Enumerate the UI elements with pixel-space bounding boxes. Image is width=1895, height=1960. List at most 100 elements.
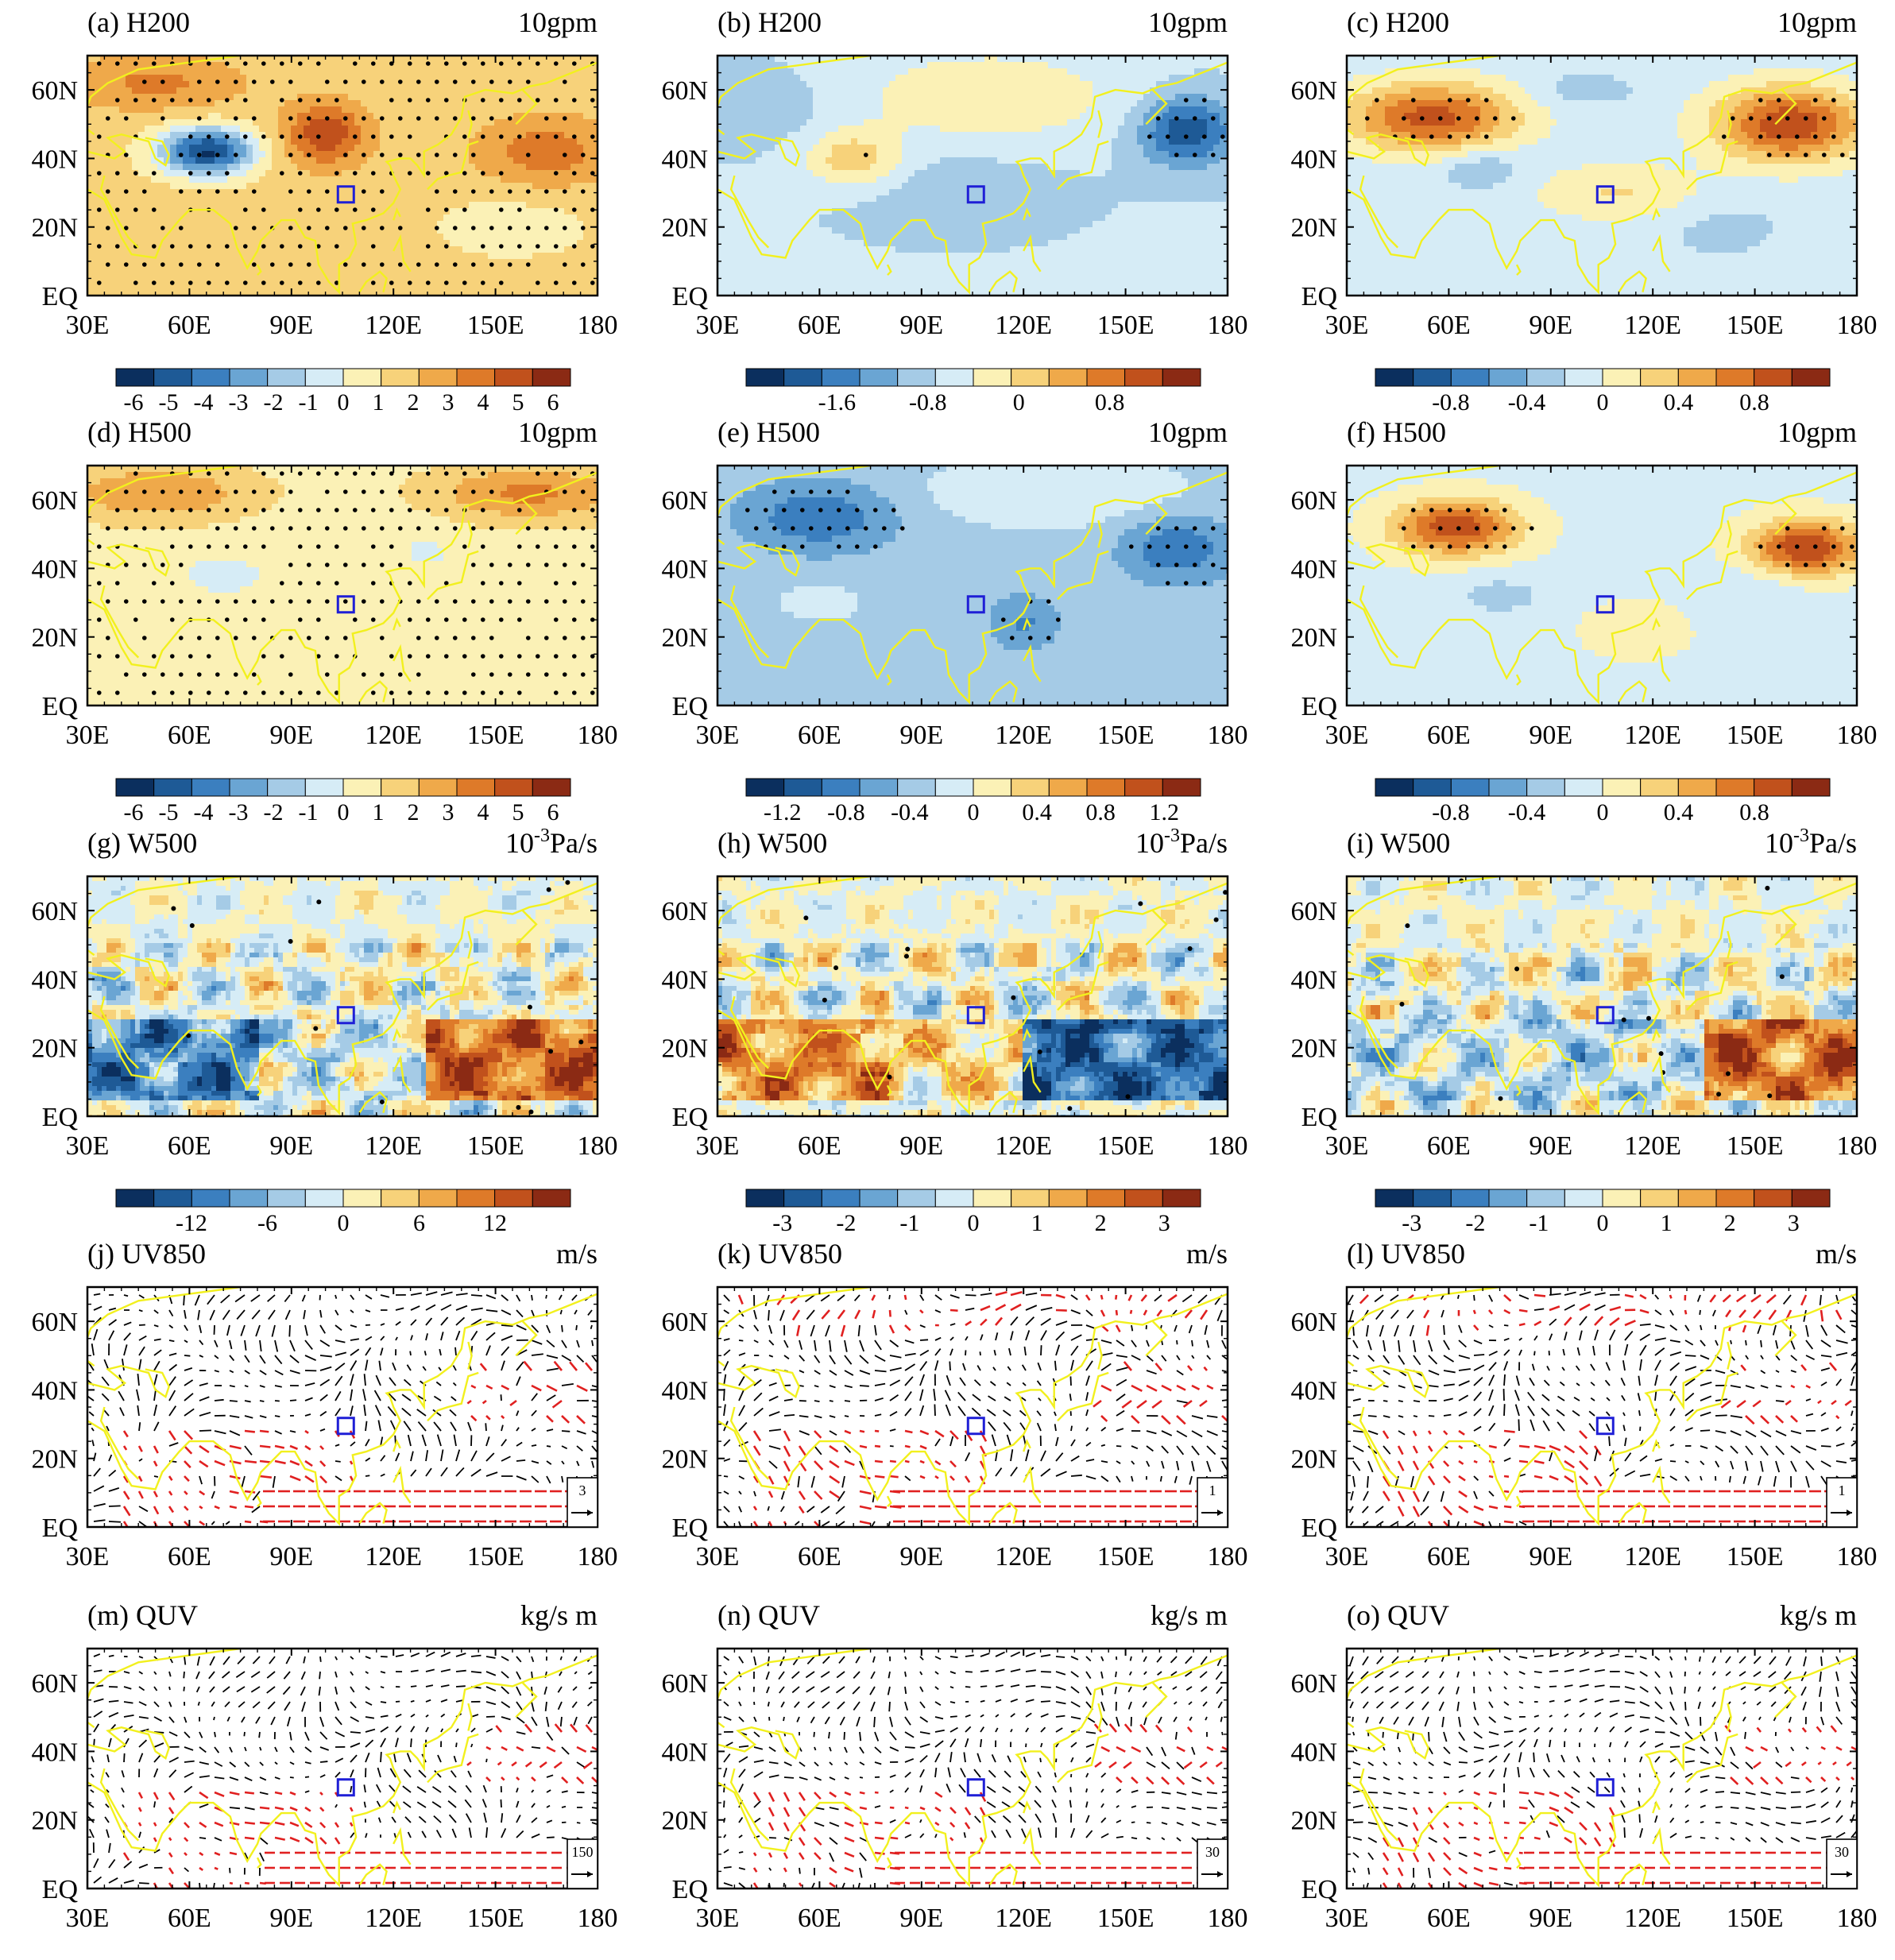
- significance-stipple: [803, 890, 1228, 1111]
- x-tick-label: 60E: [1427, 311, 1471, 340]
- x-tick-label: 30E: [1325, 1904, 1369, 1933]
- colorbar-bin: [191, 778, 230, 797]
- colorbar-bin: [115, 368, 155, 387]
- panel-unit: 10-3Pa/s: [1765, 825, 1857, 859]
- colorbar-bin: [1162, 778, 1201, 797]
- panel-title: (i) W500: [1347, 827, 1450, 859]
- colorbar-bin: [1715, 368, 1755, 387]
- colorbar-bin: [821, 368, 860, 387]
- y-tick-label: EQ: [1301, 1513, 1337, 1543]
- y-tick-label: 40N: [31, 1738, 78, 1767]
- colorbar-bin: [973, 368, 1012, 387]
- colorbar-bin: [1086, 778, 1126, 797]
- y-tick-label: EQ: [42, 1103, 78, 1132]
- axis-ticks: 30E 60E 90E 120E 150E 180 60N 40N 20N EQ: [31, 56, 618, 340]
- x-tick-label: 120E: [1624, 1542, 1681, 1571]
- x-tick-label: 30E: [696, 721, 740, 750]
- x-tick-label: 90E: [1529, 1131, 1572, 1161]
- y-tick-label: 40N: [31, 965, 78, 995]
- y-tick-label: 40N: [661, 965, 708, 995]
- y-tick-label: 20N: [661, 1807, 708, 1836]
- panel-n: (n) QUV kg/s m 30E 60E 90E 120E 150E 180 60N 40N 2…: [661, 1599, 1247, 1933]
- colorbar-bin: [1791, 368, 1831, 387]
- panel-unit: 10gpm: [518, 416, 598, 448]
- colorbar-label: 2: [1095, 1210, 1107, 1236]
- colorbar-bin: [191, 368, 230, 387]
- colorbar-label: -5: [159, 389, 179, 416]
- reference-vector-label: 30: [1205, 1844, 1220, 1860]
- x-tick-label: 30E: [66, 1542, 110, 1571]
- colorbar-label: -0.8: [1432, 389, 1470, 416]
- unit-base: 10: [1135, 827, 1164, 859]
- reference-arrow-head: [587, 1510, 593, 1516]
- x-tick-label: 150E: [1097, 1542, 1154, 1571]
- vector-field: [87, 1291, 598, 1527]
- unit-base: 10: [1765, 827, 1793, 859]
- y-tick-label: 60N: [661, 1669, 708, 1699]
- x-tick-label: 60E: [798, 1131, 841, 1161]
- colorbar-label: -5: [159, 799, 179, 825]
- y-tick-label: 20N: [1290, 624, 1337, 653]
- colorbar-bin: [934, 1189, 974, 1208]
- y-tick-label: EQ: [672, 1875, 708, 1904]
- x-tick-label: 30E: [696, 1904, 740, 1933]
- significance-stipple: [96, 471, 595, 695]
- axis-ticks: 30E 60E 90E 120E 150E 180 60N 40N 20N EQ: [1290, 56, 1878, 340]
- reference-vector: 1: [1197, 1477, 1228, 1528]
- y-tick-label: EQ: [1301, 282, 1337, 311]
- field-shading: [1347, 876, 1857, 1116]
- axis-ticks: 30E 60E 90E 120E 150E 180 60N 40N 20N EQ: [661, 466, 1248, 750]
- x-tick-label: 180: [1837, 1131, 1878, 1161]
- y-tick-label: 20N: [1290, 214, 1337, 243]
- y-tick-label: EQ: [672, 1513, 708, 1543]
- panel-o: (o) QUV kg/s m 30E 60E 90E 120E 150E 180 60N 40N 2…: [1290, 1599, 1877, 1933]
- panel-c: (c) H200 10gpm 30E 60E 90E 120E 150E 180 60N 40N 2…: [1290, 6, 1877, 416]
- x-tick-label: 60E: [1427, 1904, 1471, 1933]
- colorbar-label: 6: [413, 1210, 425, 1236]
- unit-rest: Pa/s: [1809, 827, 1857, 859]
- x-tick-label: 180: [1208, 1542, 1248, 1571]
- panel-title: (j) UV850: [87, 1238, 206, 1270]
- colorbar-bin: [1640, 1189, 1679, 1208]
- colorbar: -12 -6 0 6 12: [115, 1189, 571, 1236]
- colorbar-bin: [1754, 778, 1793, 797]
- y-tick-label: EQ: [1301, 692, 1337, 721]
- colorbar-bin: [304, 368, 344, 387]
- axis-ticks: 30E 60E 90E 120E 150E 180 60N 40N 20N EQ: [661, 56, 1248, 340]
- y-tick-label: 20N: [31, 214, 78, 243]
- colorbar-bin: [1413, 368, 1452, 387]
- colorbar-bin: [1488, 1189, 1528, 1208]
- panel-l: (l) UV850 m/s 30E 60E 90E 120E 150E 180 60N 40N 20…: [1290, 1238, 1877, 1571]
- panel-d: (d) H500 10gpm 30E 60E 90E 120E 150E 180 60N 40N 2…: [31, 416, 617, 825]
- y-tick-label: 40N: [31, 555, 78, 584]
- x-tick-label: 60E: [798, 721, 841, 750]
- panel-title: (l) UV850: [1347, 1238, 1465, 1270]
- y-tick-label: 60N: [31, 1308, 78, 1337]
- y-tick-label: 20N: [661, 1445, 708, 1475]
- study-region-box: [1595, 595, 1615, 614]
- y-tick-label: EQ: [42, 282, 78, 311]
- panel-unit: 10gpm: [1148, 416, 1228, 448]
- plot-area: [1347, 466, 1857, 706]
- y-tick-label: 40N: [661, 555, 708, 584]
- panel-g: (g) W500 10-3Pa/s 30E 60E 90E 120E 150E 180 60N 4…: [31, 825, 617, 1236]
- x-tick-label: 150E: [1097, 1131, 1154, 1161]
- y-tick-label: 40N: [31, 145, 78, 174]
- colorbar-label: 0: [1013, 389, 1025, 416]
- plot-area: [87, 876, 598, 1116]
- y-tick-label: 60N: [31, 76, 78, 106]
- unit-rest: Pa/s: [550, 827, 598, 859]
- colorbar-label: 0.8: [1095, 389, 1125, 416]
- x-tick-label: 90E: [1529, 721, 1572, 750]
- significance-stipple: [1401, 508, 1854, 567]
- y-tick-label: 20N: [31, 1445, 78, 1475]
- vector-field: [723, 1290, 1228, 1527]
- vector-field: [723, 1651, 1228, 1888]
- panel-unit: 10-3Pa/s: [1135, 825, 1228, 859]
- colorbar-bin: [821, 778, 860, 797]
- colorbar-bin: [783, 1189, 822, 1208]
- x-tick-label: 90E: [1529, 1542, 1572, 1571]
- significance-stipple: [96, 61, 595, 285]
- x-tick-label: 150E: [1727, 721, 1784, 750]
